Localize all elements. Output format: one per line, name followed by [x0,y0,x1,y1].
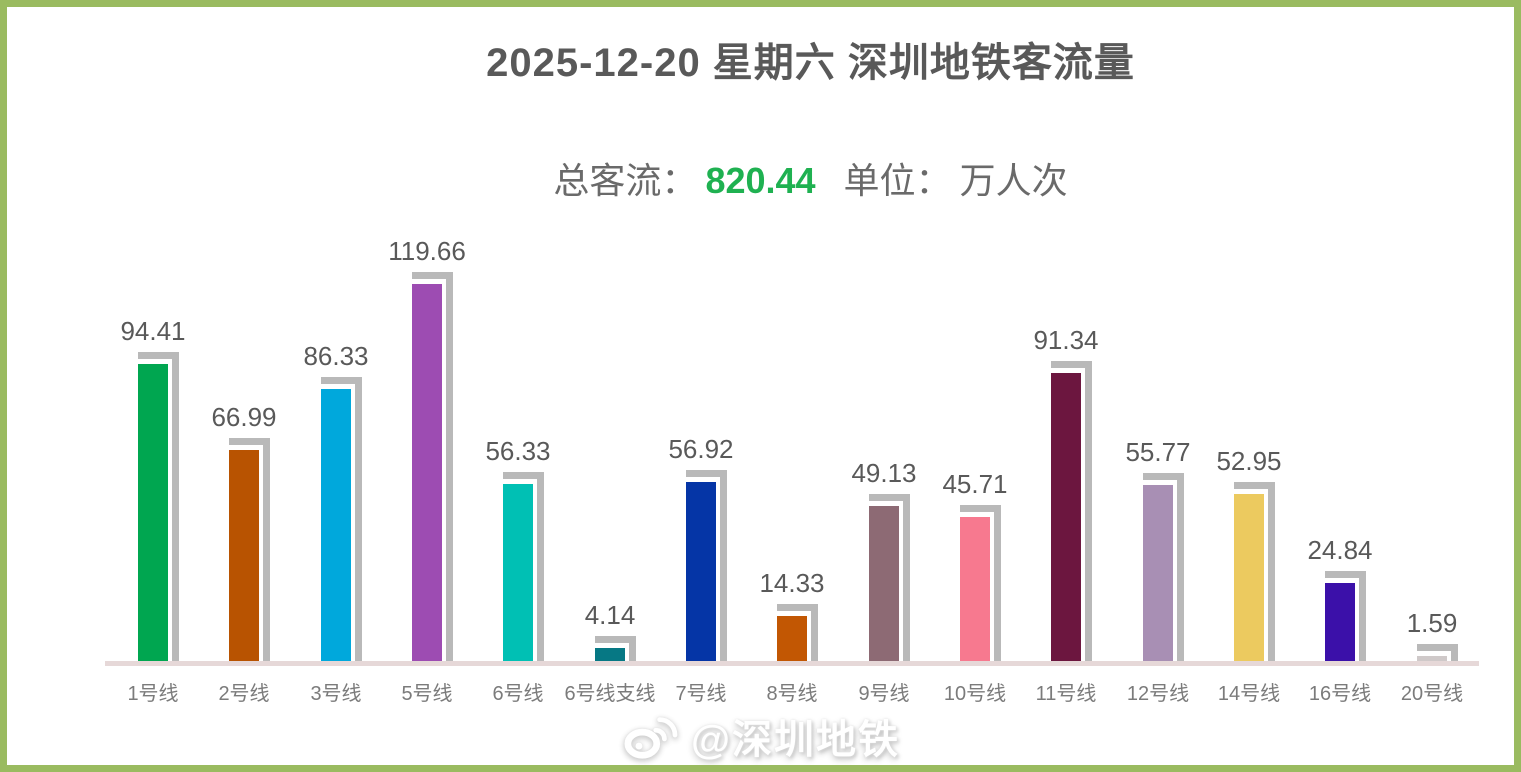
bar [1051,373,1081,661]
total-flow-label: 总客流： [553,160,698,201]
bar-value-label: 66.99 [211,402,277,432]
bar-value-label: 56.33 [485,436,551,466]
x-axis-label: 12号线 [1126,683,1190,705]
bar-value-label: 119.66 [388,236,466,266]
bar-shadow-stripe [629,636,636,661]
x-axis-label: 9号线 [858,683,910,705]
bar-value-label: 94.41 [120,316,186,346]
bar-shadow-stripe [355,377,362,661]
bar-shadow-stripe [1451,644,1458,661]
bar-chart: 94.41 1号线 66.99 2号线 86.33 3号线 119.66 5号线 56.33 6号… [7,7,1514,765]
x-axis-label: 6号线 [492,683,544,705]
x-axis-label: 3号线 [310,683,362,705]
bar-shadow-stripe [720,470,727,661]
bar [503,484,533,661]
bar-shadow-stripe [263,438,270,661]
x-axis-label: 2号线 [218,683,270,705]
bar [138,364,168,661]
bar-shadow-cap [503,472,544,479]
bar-shadow-cap [1234,482,1275,489]
bar-value-label: 52.95 [1216,446,1282,476]
bar-shadow-cap [595,636,636,643]
x-axis-label: 6号线支线 [564,683,656,705]
bar-value-label: 24.84 [1307,535,1373,565]
bar-shadow-cap [1051,361,1092,368]
x-axis-line [105,661,1479,666]
x-axis-label: 16号线 [1308,683,1372,705]
bar-shadow-stripe [1085,361,1092,661]
bar-shadow-cap [412,272,453,279]
bar-shadow-cap [777,604,818,611]
bar-shadow-stripe [172,352,179,661]
bar-value-label: 49.13 [851,458,917,488]
bar-value-label: 4.14 [584,600,636,630]
bar [960,517,990,661]
bar-shadow-stripe [1359,571,1366,661]
bar [1143,485,1173,661]
chart-subtitle: 总客流： 820.44 单位： 万人次 [107,157,1514,205]
bar [321,389,351,661]
bar-shadow-cap [1417,644,1458,651]
x-axis-label: 10号线 [943,683,1007,705]
bar [1234,494,1264,661]
unit-value: 万人次 [959,160,1068,201]
x-axis-label: 14号线 [1217,683,1281,705]
bar-shadow-stripe [811,604,818,661]
x-axis-label: 11号线 [1035,683,1097,705]
bar-shadow-stripe [1268,482,1275,661]
bar-shadow-stripe [537,472,544,661]
bar-value-label: 14.33 [759,568,825,598]
bar-shadow-cap [1325,571,1366,578]
bar-shadow-stripe [446,272,453,661]
bar-value-label: 86.33 [303,341,369,371]
bar-shadow-cap [138,352,179,359]
bar [1417,656,1447,661]
bar-value-label: 56.92 [668,434,734,464]
bar [869,506,899,661]
x-axis-label: 20号线 [1400,683,1464,705]
bar-shadow-cap [229,438,270,445]
unit-label: 单位： [843,160,952,201]
x-axis-label: 5号线 [401,683,453,705]
bar [229,450,259,661]
x-axis-label: 8号线 [766,683,818,705]
bar [686,482,716,661]
bar-shadow-cap [686,470,727,477]
bar [595,648,625,661]
bar [777,616,807,661]
x-axis-label: 1号线 [127,683,179,705]
bar-shadow-cap [1143,473,1184,480]
bar-shadow-cap [869,494,910,501]
bar [412,284,442,661]
page-title: 2025-12-20 星期六 深圳地铁客流量 [486,41,1135,85]
x-axis-label: 7号线 [675,683,727,705]
bar-shadow-cap [321,377,362,384]
bar-shadow-cap [960,505,1001,512]
bar-shadow-stripe [994,505,1001,661]
bar [1325,583,1355,661]
total-flow-value: 820.44 [705,160,816,201]
bar-shadow-stripe [1177,473,1184,661]
bar-shadow-stripe [903,494,910,661]
bar-value-label: 55.77 [1125,437,1191,467]
bar-value-label: 1.59 [1406,608,1458,638]
bar-value-label: 45.71 [942,469,1008,499]
bar-value-label: 91.34 [1033,325,1099,355]
